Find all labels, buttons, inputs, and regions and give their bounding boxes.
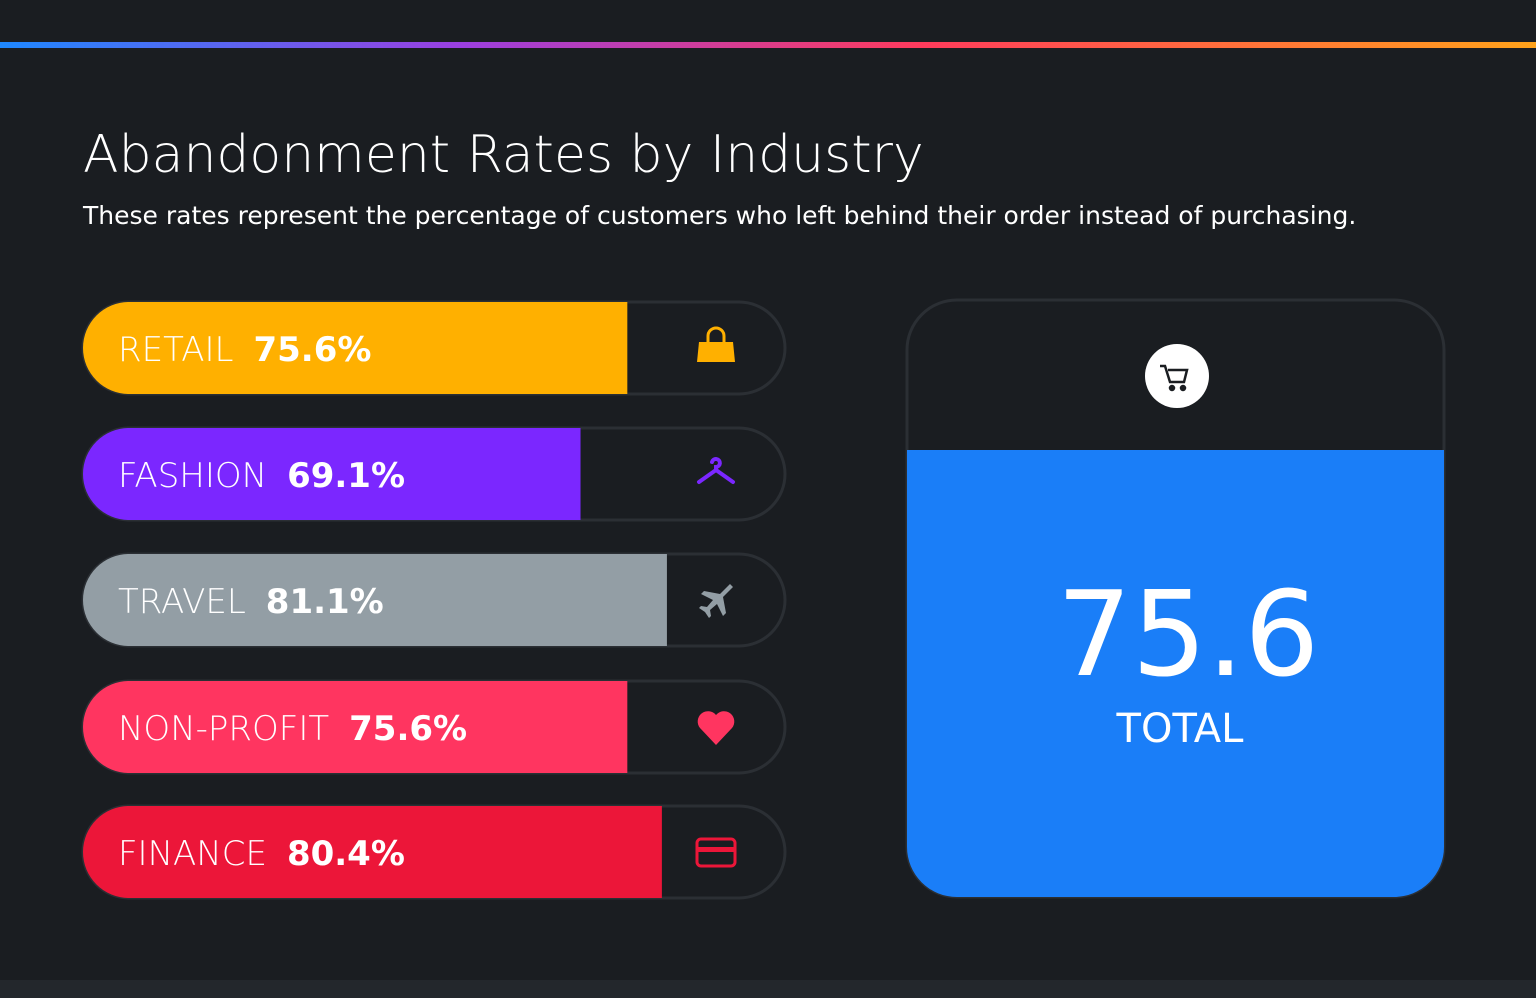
bag-icon xyxy=(697,342,735,362)
bar xyxy=(83,428,581,520)
chart-subtitle: These rates represent the percentage of … xyxy=(82,201,1356,230)
bar-value-label: 80.4% xyxy=(287,834,405,874)
bar-row: FINANCE 80.4% xyxy=(81,804,787,900)
card-fill xyxy=(907,450,1444,897)
bar-value-label: 81.1% xyxy=(266,582,384,622)
total-value: 75.6 xyxy=(1057,565,1320,703)
bar xyxy=(83,806,662,898)
bar-row: FASHION 69.1% xyxy=(81,426,787,522)
bar-row: NON-PROFIT 75.6% xyxy=(81,679,787,775)
heart-icon xyxy=(697,711,735,745)
bar xyxy=(83,302,628,394)
top-accent xyxy=(0,42,1536,48)
card-icon xyxy=(695,837,737,868)
bar-category: FINANCE xyxy=(118,834,267,874)
bottom-strip xyxy=(0,980,1536,998)
bar-row: RETAIL 75.6% xyxy=(81,300,787,396)
total-label: TOTAL xyxy=(1116,706,1245,752)
bar xyxy=(83,681,628,773)
bar-value-label: 75.6% xyxy=(349,709,467,749)
hanger-icon xyxy=(697,457,735,484)
bar xyxy=(83,554,667,646)
bar-category: RETAIL xyxy=(118,330,233,370)
plane-icon xyxy=(699,584,733,618)
bar-category: TRAVEL xyxy=(118,582,246,622)
bar-value-label: 75.6% xyxy=(253,330,371,370)
total-card: 75.6 TOTAL xyxy=(905,298,1446,899)
bar-category: FASHION xyxy=(118,456,267,496)
cart-icon xyxy=(1160,364,1189,392)
bar-category: NON-PROFIT xyxy=(118,709,329,749)
bar-row: TRAVEL 81.1% xyxy=(81,552,787,648)
bar-value-label: 69.1% xyxy=(287,456,405,496)
bag-handle xyxy=(706,326,726,342)
card-stripe xyxy=(697,847,735,852)
cart-badge xyxy=(1145,344,1209,408)
chart-title: Abandonment Rates by Industry xyxy=(83,125,924,185)
